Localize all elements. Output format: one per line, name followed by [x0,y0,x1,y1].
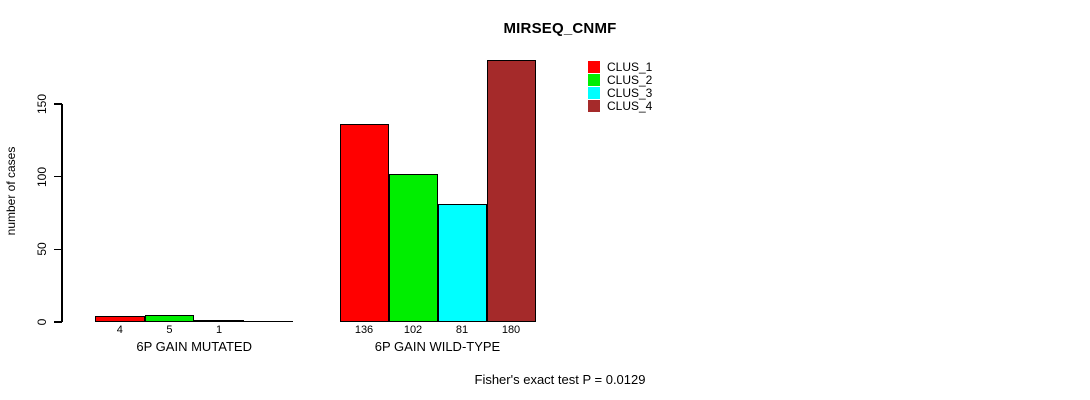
legend-swatch-clus_3 [588,86,600,99]
bar-clus_2 [388,174,438,322]
legend-label: CLUS_2 [607,72,653,87]
bar-clus_1 [339,124,389,322]
bar-clus_2 [144,315,195,322]
y-tick-mark [54,248,62,251]
y-axis-line [61,104,63,322]
x-category-label: 6P GAIN WILD-TYPE [374,339,501,354]
bar-count-label: 1 [215,324,223,336]
bar-clus_4 [486,60,536,322]
bar-clus_3 [194,320,244,322]
y-axis-label: number of cases [4,146,18,236]
y-tick-label: 50 [35,242,49,257]
chart-title: MIRSEQ_CNMF [503,20,617,37]
bar-count-label: 136 [354,324,374,336]
legend-item-clus_1: CLUS_1 [588,60,652,73]
y-tick-mark [54,103,62,105]
bar-count-label: 5 [166,324,173,336]
legend-item-clus_3: CLUS_3 [588,86,652,99]
y-tick-label: 0 [35,318,49,326]
y-tick-mark [54,175,62,178]
bar-clus_3 [437,204,487,322]
legend-swatch-clus_4 [588,100,600,113]
legend-label: CLUS_3 [607,85,653,100]
legend-item-clus_4: CLUS_4 [588,100,652,113]
legend-swatch-clus_2 [588,73,600,86]
x-category-label: 6P GAIN MUTATED [136,339,252,354]
bar-clus_4 [243,320,294,322]
legend-swatch-clus_1 [588,60,600,73]
fisher-test-annotation: Fisher's exact test P = 0.0129 [474,372,646,387]
bar-count-label: 81 [455,324,469,336]
legend-label: CLUS_1 [607,59,653,74]
legend-label: CLUS_4 [607,99,653,114]
bar-count-label: 102 [403,324,423,336]
y-tick-label: 150 [35,93,49,115]
legend-item-clus_2: CLUS_2 [588,73,652,86]
bar-count-label: 180 [501,324,521,336]
bar-count-label: 4 [116,324,123,336]
bar-clus_1 [95,316,145,322]
y-tick-label: 100 [35,166,49,187]
y-tick-mark [54,321,62,323]
